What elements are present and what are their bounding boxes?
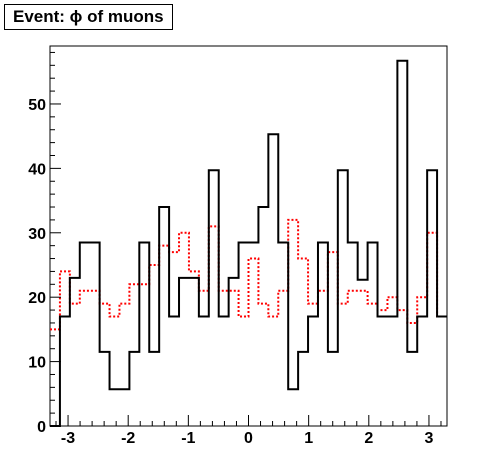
histogram-bin — [100, 352, 110, 426]
x-tick-label: 0 — [244, 430, 253, 447]
histogram-bin — [50, 329, 60, 426]
histogram-bin — [387, 317, 397, 426]
y-tick-label: 40 — [28, 161, 46, 178]
histogram-bin — [397, 61, 407, 426]
histogram-bin — [239, 242, 249, 426]
y-tick-label: 20 — [28, 290, 46, 307]
histogram-bin — [169, 317, 179, 426]
histogram-bin — [368, 242, 378, 426]
y-tick-label: 0 — [37, 419, 46, 436]
histogram-bin — [209, 170, 219, 426]
histogram-bin — [298, 352, 308, 426]
histogram-bin — [268, 134, 278, 426]
histogram-bin — [288, 389, 298, 426]
histogram-bin — [328, 352, 338, 426]
histogram-bin — [417, 317, 427, 426]
y-tick-label: 50 — [28, 97, 46, 114]
x-tick-label: 1 — [304, 430, 313, 447]
histogram-bin — [179, 278, 189, 426]
histogram-bin — [60, 317, 70, 426]
histogram-bin — [229, 278, 239, 426]
x-tick-label: 3 — [425, 430, 434, 447]
chart-title: Event: ϕ of muons — [4, 4, 173, 30]
histogram-bin — [139, 242, 149, 426]
histogram-bin — [318, 242, 328, 426]
histogram-bin — [348, 242, 358, 426]
histogram-bin — [149, 352, 159, 426]
histogram-bin — [159, 207, 169, 426]
histogram-bin — [278, 242, 288, 426]
histogram-bin — [427, 170, 437, 426]
histogram-bin — [199, 317, 209, 426]
histogram-bin — [249, 242, 259, 426]
x-tick-label: -1 — [181, 430, 195, 447]
histogram-bin — [338, 170, 348, 426]
histogram-bin — [110, 389, 120, 426]
histogram-bin — [378, 317, 388, 426]
histogram-bin — [258, 207, 268, 426]
histogram-bin — [437, 317, 447, 426]
histogram-bin — [308, 317, 318, 426]
histogram-bin — [189, 278, 199, 426]
histogram-bin — [129, 352, 139, 426]
x-tick-label: -3 — [61, 430, 75, 447]
x-tick-label: 2 — [364, 430, 373, 447]
histogram-bin — [90, 242, 100, 426]
x-tick-label: -2 — [121, 430, 135, 447]
y-tick-label: 30 — [28, 226, 46, 243]
histogram-bin — [219, 317, 229, 426]
y-tick-label: 10 — [28, 355, 46, 372]
histogram-bin — [70, 278, 80, 426]
histogram-bin — [80, 242, 90, 426]
histogram-bin — [407, 352, 417, 426]
histogram-bin — [358, 280, 368, 426]
